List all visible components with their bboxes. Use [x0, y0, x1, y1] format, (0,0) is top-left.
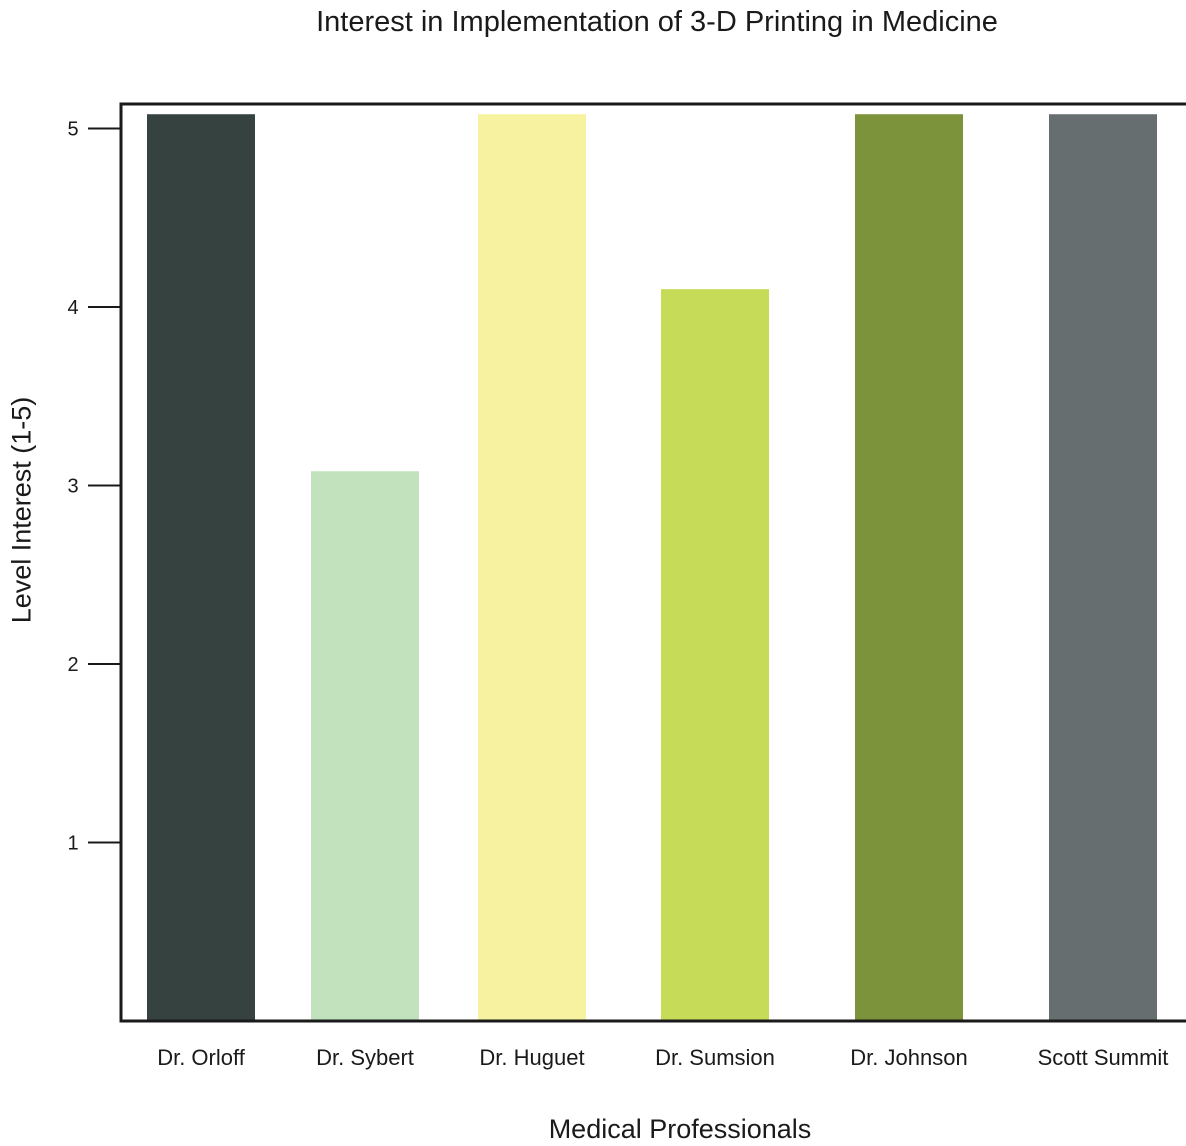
- x-category-label: Dr. Huguet: [479, 1045, 584, 1070]
- chart-title: Interest in Implementation of 3-D Printi…: [316, 6, 998, 38]
- bar-dr-huguet: [478, 114, 586, 1022]
- y-tick-label: 4: [67, 297, 78, 319]
- y-tick-label: 1: [67, 833, 78, 855]
- x-axis-label: Medical Professionals: [548, 1114, 812, 1144]
- y-tick-label: 2: [67, 654, 78, 676]
- y-ticks-group: 1 2 3 4 5: [67, 119, 121, 855]
- x-category-label: Dr. Johnson: [850, 1045, 967, 1070]
- x-category-label: Dr. Sumsion: [655, 1045, 775, 1070]
- x-category-label: Scott Summit: [1038, 1045, 1169, 1070]
- y-tick-label: 5: [67, 119, 78, 141]
- bar-dr-sybert: [311, 471, 419, 1022]
- axes-group: [119, 102, 1186, 1023]
- bar-scott-summit: [1049, 114, 1157, 1022]
- category-labels-group: Dr. Orloff Dr. Sybert Dr. Huguet Dr. Sumsio…: [157, 1045, 1168, 1070]
- x-category-label: Dr. Orloff: [157, 1045, 246, 1070]
- y-tick-label: 3: [67, 476, 78, 498]
- bar-dr-sumsion: [661, 289, 769, 1021]
- bars-group: [147, 114, 1157, 1022]
- x-category-label: Dr. Sybert: [316, 1045, 414, 1070]
- plot-frame: [119, 102, 1186, 1023]
- bar-dr-orloff: [147, 114, 255, 1022]
- bar-dr-johnson: [855, 114, 963, 1022]
